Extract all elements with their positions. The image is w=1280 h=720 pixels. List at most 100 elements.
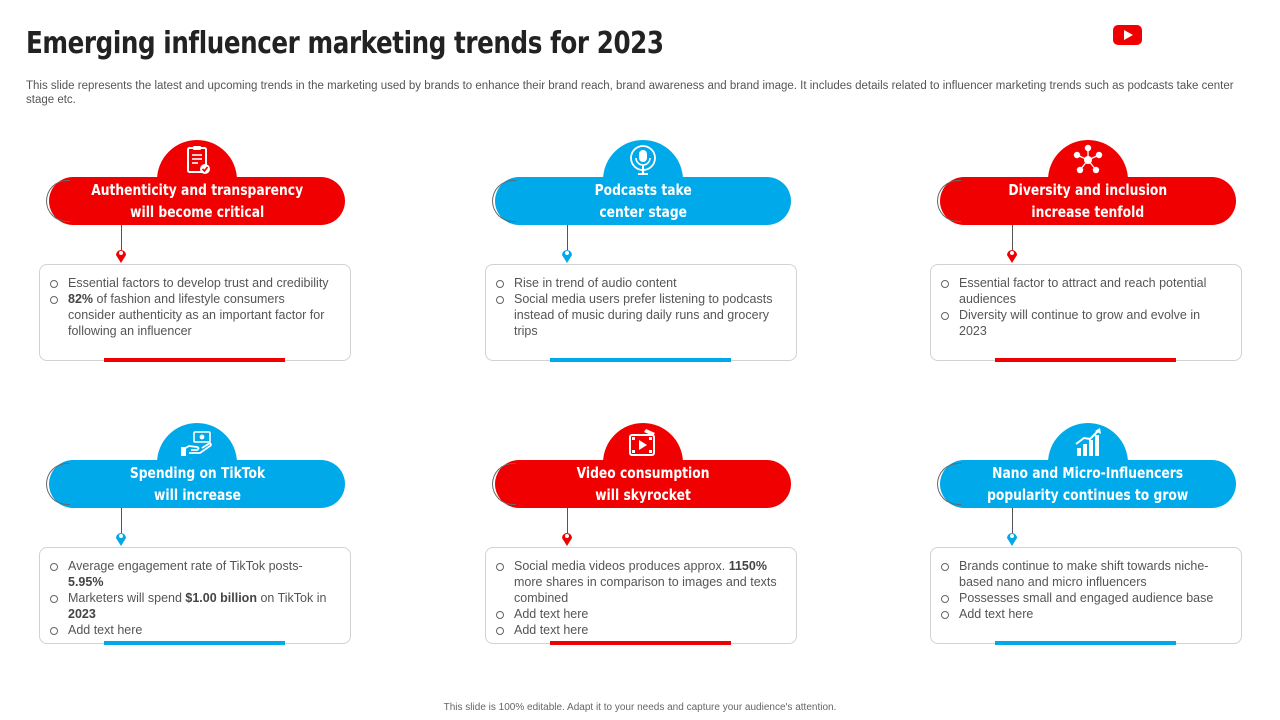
connector-line <box>121 225 122 250</box>
card-heading-pill: Video consumption will skyrocket <box>495 460 791 508</box>
card-heading-pill: Authenticity and transparency will becom… <box>49 177 345 225</box>
bullet-item: Add text here <box>941 606 1225 622</box>
bullet-highlight: 82% <box>68 292 94 306</box>
bullet-highlight: 2023 <box>68 607 96 621</box>
connector-line <box>1012 508 1013 533</box>
trend-card: Spending on TikTok will increase Average … <box>39 423 351 663</box>
card-content-box: Average engagement rate of TikTok posts-… <box>39 547 351 644</box>
card-heading: Spending on TikTok will increase <box>129 464 265 504</box>
bullet-item: Add text here <box>50 622 334 638</box>
card-content-box: Brands continue to make shift towards ni… <box>930 547 1242 644</box>
clipboard-check-icon <box>180 143 214 177</box>
bullet-item: Brands continue to make shift towards ni… <box>941 558 1225 590</box>
location-pin-icon <box>1006 247 1018 263</box>
card-content-box: Essential factor to attract and reach po… <box>930 264 1242 361</box>
pill-outline-decoration <box>492 180 516 222</box>
card-content-box: Social media videos produces approx. 115… <box>485 547 797 644</box>
accent-underline <box>995 641 1176 645</box>
bullet-text: Brands continue to make shift towards ni… <box>959 559 1209 589</box>
card-heading: Podcasts take center stage <box>594 181 692 221</box>
video-film-icon <box>626 426 660 460</box>
location-pin-icon <box>561 530 573 546</box>
card-heading-pill: Podcasts take center stage <box>495 177 791 225</box>
bullet-item: Rise in trend of audio content <box>496 275 780 291</box>
pill-outline-decoration <box>46 463 70 505</box>
bullet-list: Social media videos produces approx. 115… <box>496 558 780 638</box>
bullet-text: Add text here <box>514 623 589 637</box>
card-heading-pill: Nano and Micro-Influencers popularity co… <box>940 460 1236 508</box>
microphone-icon <box>626 143 660 177</box>
bullet-text: Essential factors to develop trust and c… <box>68 276 329 290</box>
accent-underline <box>550 641 731 645</box>
bullet-text: Essential factor to attract and reach po… <box>959 276 1207 306</box>
card-heading: Diversity and inclusion increase tenfold <box>1008 181 1168 221</box>
pill-outline-decoration <box>937 180 961 222</box>
growth-chart-icon <box>1071 426 1105 460</box>
bullet-text: Social media videos produces approx. <box>514 559 729 573</box>
trend-card: Diversity and inclusion increase tenfold… <box>930 140 1242 380</box>
bullet-item: Add text here <box>496 622 780 638</box>
trend-card: Nano and Micro-Influencers popularity co… <box>930 423 1242 663</box>
card-heading: Authenticity and transparency will becom… <box>91 181 303 221</box>
connector-line <box>567 225 568 250</box>
location-pin-icon <box>115 247 127 263</box>
pill-outline-decoration <box>46 180 70 222</box>
bullet-list: Essential factor to attract and reach po… <box>941 275 1225 339</box>
location-pin-icon <box>115 530 127 546</box>
bullet-list: Essential factors to develop trust and c… <box>50 275 334 339</box>
bullet-item: Diversity will continue to grow and evol… <box>941 307 1225 339</box>
trend-card: Video consumption will skyrocket Social m… <box>485 423 797 663</box>
bullet-list: Brands continue to make shift towards ni… <box>941 558 1225 622</box>
accent-underline <box>550 358 731 362</box>
connector-line <box>1012 225 1013 250</box>
location-pin-icon <box>561 247 573 263</box>
pill-outline-decoration <box>937 463 961 505</box>
card-heading-pill: Diversity and inclusion increase tenfold <box>940 177 1236 225</box>
bullet-text: Add text here <box>68 623 143 637</box>
card-content-box: Rise in trend of audio content Social med… <box>485 264 797 361</box>
bullet-item: Essential factor to attract and reach po… <box>941 275 1225 307</box>
location-pin-icon <box>1006 530 1018 546</box>
bullet-item: Possesses small and engaged audience bas… <box>941 590 1225 606</box>
card-heading-pill: Spending on TikTok will increase <box>49 460 345 508</box>
hand-money-icon <box>180 426 214 460</box>
bullet-text: Diversity will continue to grow and evol… <box>959 308 1201 338</box>
bullet-highlight: $1.00 billion <box>185 591 257 605</box>
accent-underline <box>104 641 285 645</box>
footer-note: This slide is 100% editable. Adapt it to… <box>443 702 837 713</box>
pill-outline-decoration <box>492 463 516 505</box>
bullet-item: Marketers will spend $1.00 billion on Ti… <box>50 590 334 622</box>
bullet-text: of fashion and lifestyle consumers consi… <box>68 292 325 338</box>
bullet-highlight: 5.95% <box>68 575 104 589</box>
page-title: Emerging influencer marketing trends for… <box>26 26 664 61</box>
bullet-item: Average engagement rate of TikTok posts-… <box>50 558 334 590</box>
card-heading: Video consumption will skyrocket <box>576 464 710 504</box>
bullet-list: Average engagement rate of TikTok posts-… <box>50 558 334 638</box>
accent-underline <box>995 358 1176 362</box>
trend-card: Authenticity and transparency will becom… <box>39 140 351 380</box>
connector-line <box>567 508 568 533</box>
bullet-list: Rise in trend of audio content Social med… <box>496 275 780 339</box>
bullet-highlight: 1150% <box>728 559 767 573</box>
bullet-item: Social media videos produces approx. 115… <box>496 558 780 606</box>
bullet-item: Add text here <box>496 606 780 622</box>
bullet-text: Add text here <box>514 607 589 621</box>
bullet-text: more shares in comparison to images and … <box>514 575 777 605</box>
youtube-logo-icon <box>1113 25 1142 45</box>
bullet-text: Average engagement rate of TikTok posts- <box>68 559 303 573</box>
bullet-text: Possesses small and engaged audience bas… <box>959 591 1214 605</box>
people-network-icon <box>1071 143 1105 177</box>
bullet-text: Rise in trend of audio content <box>514 276 677 290</box>
bullet-text: Marketers will spend <box>68 591 186 605</box>
bullet-item: Essential factors to develop trust and c… <box>50 275 334 291</box>
bullet-text: Social media users prefer listening to p… <box>514 292 773 338</box>
bullet-text: Add text here <box>959 607 1034 621</box>
card-content-box: Essential factors to develop trust and c… <box>39 264 351 361</box>
connector-line <box>121 508 122 533</box>
page-subtitle: This slide represents the latest and upc… <box>26 80 1234 106</box>
bullet-text: on TikTok in <box>256 591 327 605</box>
bullet-item: Social media users prefer listening to p… <box>496 291 780 339</box>
card-heading: Nano and Micro-Influencers popularity co… <box>987 464 1189 504</box>
trend-card: Podcasts take center stage Rise in trend … <box>485 140 797 380</box>
bullet-item: 82% of fashion and lifestyle consumers c… <box>50 291 334 339</box>
